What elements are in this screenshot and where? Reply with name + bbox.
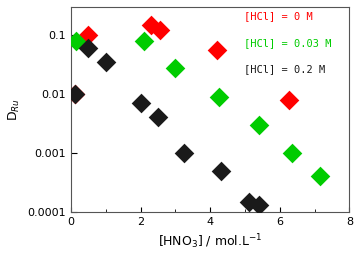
Point: [246, 199, 251, 204]
Point: [103, 60, 109, 64]
Text: [HCl] = 0 M: [HCl] = 0 M: [244, 11, 312, 21]
X-axis label: [HNO$_3$] / mol.L$^{-1}$: [HNO$_3$] / mol.L$^{-1}$: [158, 232, 262, 251]
Point: [72, 92, 77, 96]
Point: [256, 203, 262, 207]
Point: [141, 39, 147, 43]
Point: [172, 66, 178, 70]
Point: [73, 39, 79, 43]
Point: [218, 169, 224, 173]
Text: [HCl] = 0.03 M: [HCl] = 0.03 M: [244, 38, 331, 48]
Y-axis label: D$_{Ru}$: D$_{Ru}$: [7, 98, 22, 121]
Point: [181, 151, 187, 155]
Point: [216, 95, 222, 99]
Point: [86, 33, 91, 37]
Point: [317, 174, 323, 179]
Point: [256, 123, 262, 127]
Point: [289, 151, 295, 155]
Point: [72, 92, 77, 96]
Point: [214, 48, 220, 52]
Point: [86, 46, 91, 50]
Point: [286, 98, 292, 102]
Point: [157, 28, 163, 33]
Point: [155, 115, 161, 119]
Text: [HCl] = 0.2 M: [HCl] = 0.2 M: [244, 64, 325, 74]
Point: [138, 101, 144, 105]
Point: [148, 23, 154, 27]
